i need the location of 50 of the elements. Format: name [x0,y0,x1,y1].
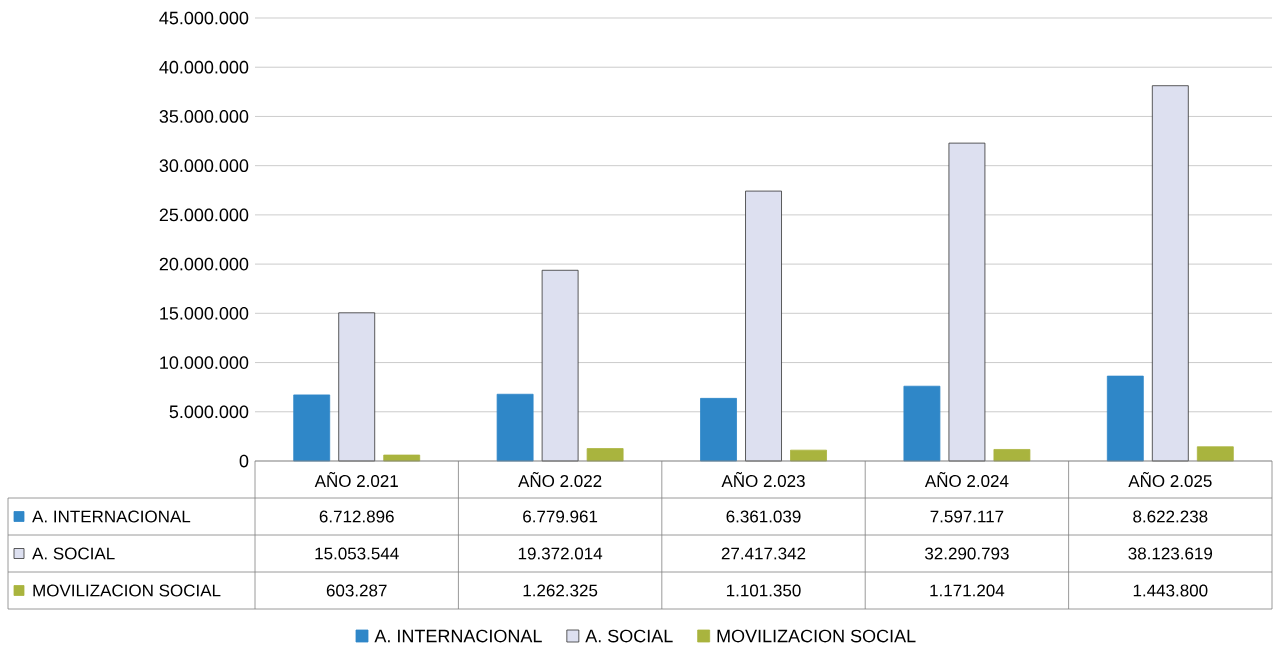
bar [745,190,782,462]
data-label: 15.053.544 [315,547,399,560]
y-tick-label: 45.000.000 [159,11,249,25]
data-label: 6.779.961 [523,510,598,523]
y-tick-label: 5.000.000 [169,405,249,419]
data-label: 38.123.619 [1128,547,1213,560]
data-label: 603.287 [326,584,387,597]
x-tick-label: AÑO 2.024 [924,471,1009,488]
legend-label: A. INTERNACIONAL [32,510,191,523]
bar [903,385,941,462]
y-tick-label: 25.000.000 [159,208,249,222]
data-label: 6.361.039 [726,510,801,523]
data-label: 1.171.204 [930,584,1005,597]
y-tick-label: 20.000.000 [159,257,249,271]
bar [496,393,534,462]
bar [293,394,331,462]
legend-label: A. SOCIAL [585,629,673,643]
bar [1106,375,1144,462]
x-tick-label: AÑO 2.022 [518,471,602,488]
y-tick-label: 10.000.000 [160,356,249,369]
text: A. SOCIAL [32,547,115,560]
legend-label: MOVILIZACION SOCIAL [717,629,916,643]
x-tick-label: AÑO 2.021 [314,471,398,488]
data-label: 1.101.350 [726,584,801,597]
text: A. INTERNACIONAL [374,629,542,643]
data-label: 6.712.896 [319,510,394,523]
y-tick-label: 15.000.000 [160,306,249,320]
x-tick-label: AÑO 2.025 [1128,471,1212,488]
data-label: 8.622.238 [1133,510,1208,523]
data-label: 7.597.117 [930,510,1004,523]
bar [383,454,421,462]
y-tick-label: 40.000.000 [159,60,249,74]
data-label: 19.372.014 [518,547,603,560]
y-tick-label: 35.000.000 [159,110,249,123]
bar [993,449,1031,462]
bar [1196,446,1234,462]
bar [1151,85,1189,462]
bar [586,448,624,462]
bar [338,312,376,462]
text: MOVILIZACION SOCIAL [33,584,221,597]
data-label: 1.443.800 [1133,584,1208,597]
x-tick-label: AÑO 2.023 [721,471,805,488]
data-label: 32.290.793 [925,547,1009,560]
y-tick-label: 30.000.000 [159,159,249,173]
bar [700,397,737,462]
data-label: 1.262.325 [523,584,598,597]
y-tick-label: 0 [239,454,249,468]
bar [541,269,579,462]
bar [948,142,986,462]
data-label: 27.417.342 [721,547,806,560]
